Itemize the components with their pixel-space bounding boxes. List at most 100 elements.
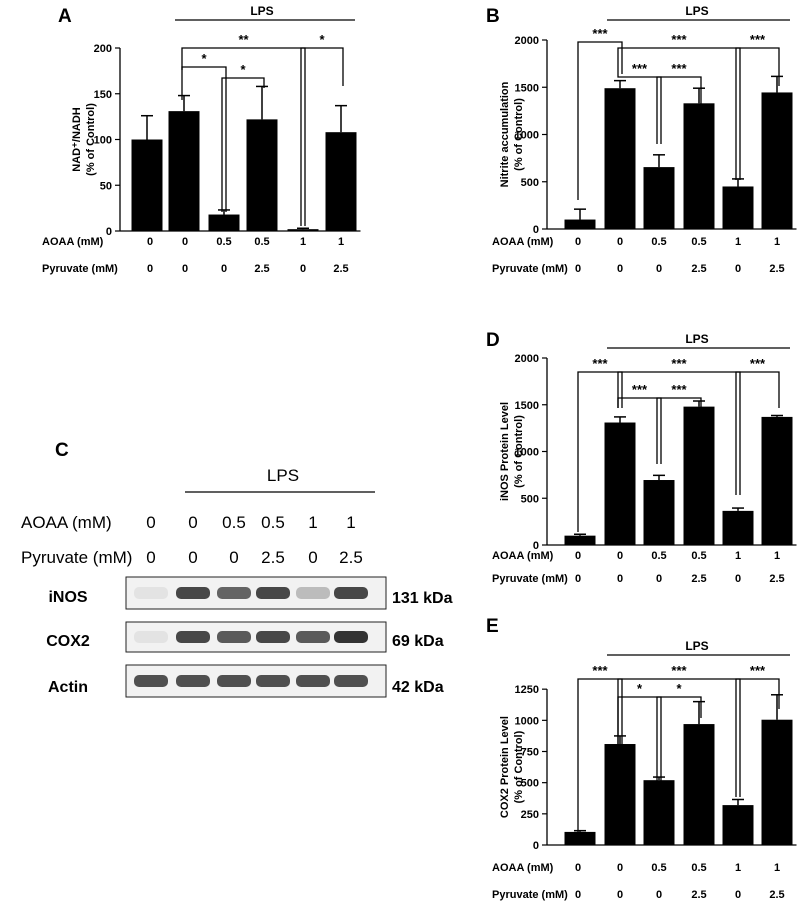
- condition-value: 0: [182, 263, 188, 275]
- blot-band: [217, 675, 251, 687]
- y-tick-label: 500: [521, 493, 539, 505]
- y-tick-label: 0: [533, 224, 539, 236]
- y-axis-label: (% of Control): [513, 98, 525, 171]
- condition-row-label: Pyruvate (mM): [492, 889, 568, 901]
- condition-value: 0: [147, 263, 153, 275]
- condition-value: 2.5: [769, 889, 784, 901]
- significance-bracket: [617, 47, 741, 180]
- significance-label: **: [238, 32, 249, 47]
- condition-value: 0: [146, 513, 155, 532]
- condition-value: 2.5: [691, 263, 706, 275]
- blot-band: [134, 675, 168, 687]
- significance-bracket: [617, 678, 741, 797]
- y-axis-label: Nitrite accumulation: [499, 81, 511, 187]
- significance-bracket: [617, 371, 741, 495]
- bar: [564, 535, 596, 545]
- significance-bracket: [617, 74, 662, 144]
- blot-band: [334, 631, 368, 643]
- significance-label: *: [637, 681, 643, 696]
- significance-label: *: [201, 51, 207, 66]
- significance-bracket: [656, 397, 702, 464]
- condition-value: 0.5: [691, 862, 706, 874]
- molecular-weight-label: 42 kDa: [392, 679, 444, 696]
- y-tick-label: 0: [533, 540, 539, 552]
- condition-value: 0: [617, 263, 623, 275]
- bar: [761, 719, 793, 845]
- condition-value: 0: [300, 263, 306, 275]
- condition-value: 0: [656, 573, 662, 585]
- y-tick-label: 150: [94, 89, 112, 101]
- lps-label: LPS: [267, 466, 299, 485]
- bar: [722, 510, 754, 545]
- significance-label: *: [676, 681, 682, 696]
- condition-value: 2.5: [769, 573, 784, 585]
- significance-label: ***: [632, 61, 648, 76]
- bar: [722, 805, 754, 845]
- protein-label: iNOS: [48, 589, 87, 606]
- blot-band: [296, 631, 330, 643]
- condition-value: 1: [735, 236, 741, 248]
- condition-value: 1: [300, 236, 306, 248]
- condition-value: 0.5: [216, 236, 231, 248]
- y-tick-label: 750: [521, 747, 539, 759]
- condition-value: 0: [575, 263, 581, 275]
- condition-row-label: AOAA (mM): [492, 550, 554, 562]
- condition-value: 0: [656, 889, 662, 901]
- condition-value: 0.5: [651, 550, 666, 562]
- protein-label: Actin: [48, 679, 88, 696]
- y-tick-label: 1500: [515, 400, 539, 412]
- condition-row-label: Pyruvate (mM): [42, 263, 118, 275]
- blot-band: [296, 675, 330, 687]
- condition-value: 2.5: [691, 889, 706, 901]
- significance-label: ***: [671, 61, 687, 76]
- significance-label: ***: [750, 32, 766, 47]
- significance-bracket: [735, 678, 780, 797]
- condition-value: 0: [147, 236, 153, 248]
- y-axis-label: (% of Control): [513, 730, 525, 803]
- bar: [208, 214, 240, 231]
- molecular-weight-label: 69 kDa: [392, 633, 444, 650]
- condition-value: 0.5: [651, 236, 666, 248]
- blot-panel-c: C LPS AOAA (mM) 0 0 0.5 0.5 1 1 Pyruvate (mM) 0 0 0 2…: [21, 440, 453, 698]
- condition-row-label: AOAA (mM): [492, 862, 554, 874]
- condition-value: 0: [575, 236, 581, 248]
- condition-value: 2.5: [333, 263, 348, 275]
- y-tick-label: 500: [521, 177, 539, 189]
- bar: [287, 229, 319, 231]
- condition-value: 2.5: [254, 263, 269, 275]
- condition-row-label: AOAA (mM): [492, 236, 554, 248]
- condition-value: 0: [188, 513, 197, 532]
- bar: [604, 744, 636, 845]
- y-tick-label: 1000: [515, 715, 539, 727]
- bar: [761, 416, 793, 545]
- condition-value: 0: [146, 548, 155, 567]
- lps-label: LPS: [250, 4, 273, 18]
- condition-value: 2.5: [691, 573, 706, 585]
- condition-value: 0: [188, 548, 197, 567]
- panel-letter: C: [55, 440, 69, 461]
- significance-label: ***: [671, 663, 687, 678]
- blot-band: [334, 587, 368, 599]
- y-tick-label: 1250: [515, 684, 539, 696]
- y-tick-label: 0: [533, 840, 539, 852]
- significance-label: *: [240, 62, 246, 77]
- bar: [325, 132, 357, 231]
- significance-label: ***: [671, 32, 687, 47]
- condition-value: 1: [735, 550, 741, 562]
- bar: [564, 219, 596, 229]
- condition-row-label: AOAA (mM): [42, 236, 104, 248]
- condition-row-label: Pyruvate (mM): [492, 573, 568, 585]
- bar: [722, 186, 754, 229]
- condition-value: 1: [735, 862, 741, 874]
- y-tick-label: 1000: [515, 130, 539, 142]
- y-tick-label: 0: [106, 226, 112, 238]
- condition-value: 0: [617, 236, 623, 248]
- condition-value: 1: [774, 236, 780, 248]
- significance-bracket: [577, 678, 623, 835]
- bar: [604, 422, 636, 545]
- significance-bracket: [181, 66, 227, 212]
- condition-value: 0: [617, 550, 623, 562]
